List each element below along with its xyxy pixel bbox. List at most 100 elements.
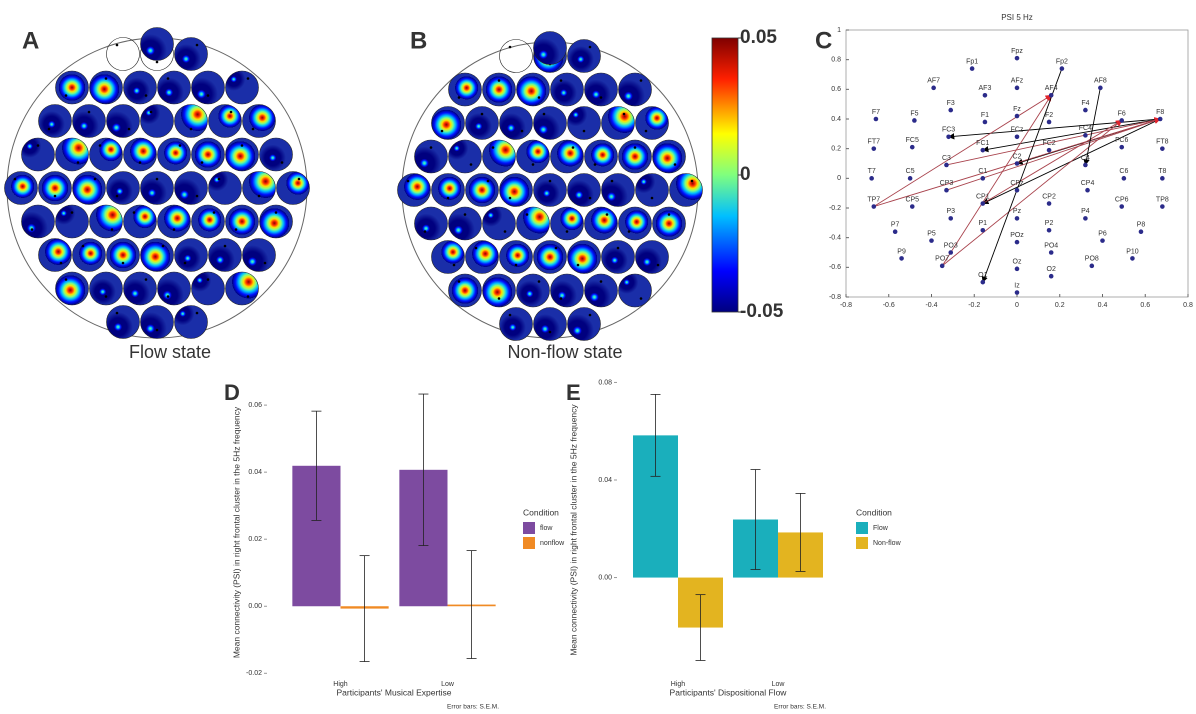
electrode-point — [1015, 267, 1020, 272]
x-tick-label: 0.2 — [1055, 302, 1065, 309]
topo-disk — [56, 138, 89, 171]
topo-disk — [449, 274, 482, 307]
electrode-dot — [82, 245, 85, 248]
topo-disk — [551, 73, 584, 106]
topo-disk — [243, 172, 276, 205]
electrode-label: Fp1 — [966, 58, 978, 65]
electrode-dot — [54, 195, 57, 198]
electrode-label: CP6 — [1115, 196, 1129, 203]
electrode-point — [948, 216, 953, 221]
colorbar — [712, 38, 738, 312]
electrode-dot — [441, 130, 444, 133]
electrode-label: C2 — [1013, 153, 1022, 160]
colorbar-tick-label: 0.05 — [740, 27, 777, 48]
electrode-label: C5 — [906, 168, 915, 175]
topo-disk — [500, 241, 533, 274]
electrode-point — [1100, 238, 1105, 243]
topo-disk — [534, 32, 567, 65]
y-tick-label: 0.04 — [248, 469, 262, 476]
topo-disk — [551, 207, 584, 240]
electrode-label: FC6 — [1115, 137, 1128, 144]
x-tick-label: -0.4 — [925, 302, 937, 309]
legend-swatch — [856, 537, 868, 549]
x-tick-label: 0.4 — [1098, 302, 1108, 309]
topo-disk — [226, 138, 259, 171]
topo-disk — [585, 207, 618, 240]
electrode-dot — [640, 297, 643, 300]
electrode-dot — [623, 113, 626, 116]
electrode-point — [910, 145, 915, 150]
electrode-dot — [167, 77, 170, 80]
connection-arrow — [874, 95, 1051, 206]
electrode-dot — [247, 295, 250, 298]
legend-swatch — [523, 537, 535, 549]
y-tick-label: -0.8 — [829, 294, 841, 301]
electrode-point — [981, 201, 986, 206]
electrode-point — [1122, 176, 1127, 181]
electrode-point — [944, 188, 949, 193]
electrode-dot — [99, 144, 102, 147]
electrode-dot — [526, 213, 529, 216]
electrode-label: CPz — [1010, 180, 1024, 187]
electrode-point — [910, 204, 915, 209]
connection-arrow — [942, 120, 1122, 265]
topo-disk — [107, 38, 140, 71]
topo-disk — [619, 207, 652, 240]
topo-disk — [243, 105, 276, 138]
electrode-point — [869, 176, 874, 181]
electrode-dot — [424, 230, 427, 233]
electrode-dot — [281, 161, 284, 164]
electrode-dot — [492, 146, 495, 149]
panel-label: E — [566, 380, 581, 405]
electrode-dot — [572, 146, 575, 149]
electrode-dot — [600, 96, 603, 99]
legend-swatch — [523, 522, 535, 534]
electrode-dot — [258, 195, 261, 198]
topo-disk — [534, 241, 567, 274]
topo-disk — [192, 138, 225, 171]
electrode-point — [1015, 56, 1020, 61]
topo-disk — [141, 28, 174, 61]
electrode-dot — [111, 228, 114, 231]
electrode-dot — [65, 278, 68, 281]
electrode-dot — [532, 163, 535, 166]
topo-disk — [39, 239, 72, 272]
topo-disk — [141, 306, 174, 339]
topo-disk — [449, 73, 482, 106]
topo-disk — [619, 274, 652, 307]
topo-disk — [124, 205, 157, 238]
electrode-dot — [464, 213, 467, 216]
topo-disk — [534, 107, 567, 140]
topo-disk — [39, 172, 72, 205]
electrode-dot — [589, 46, 592, 49]
electrode-dot — [156, 178, 159, 181]
electrode-dot — [196, 44, 199, 47]
x-tick-label: 0.8 — [1183, 302, 1193, 309]
topo-disk — [73, 105, 106, 138]
topo-disk — [158, 205, 191, 238]
topo-disk — [585, 73, 618, 106]
electrode-dot — [453, 264, 456, 267]
topo-disk — [568, 107, 601, 140]
electrode-point — [948, 250, 953, 255]
topo-disk — [568, 308, 601, 341]
electrode-dot — [430, 146, 433, 149]
connection-arrow — [983, 119, 1160, 150]
electrode-dot — [156, 61, 159, 64]
topo-disk — [653, 140, 686, 173]
electrode-dot — [252, 128, 255, 131]
topo-disk — [141, 239, 174, 272]
electrode-dot — [475, 247, 478, 250]
electrode-label: CP1 — [976, 193, 990, 200]
electrode-label: F2 — [1045, 112, 1053, 119]
electrode-dot — [196, 312, 199, 315]
electrode-dot — [668, 213, 671, 216]
topo-disk — [670, 174, 703, 207]
topo-disk — [158, 71, 191, 104]
electrode-label: F1 — [981, 112, 989, 119]
topo-disk — [568, 40, 601, 73]
topo-disk — [483, 73, 516, 106]
electrode-label: CP4 — [1081, 180, 1095, 187]
electrode-label: P8 — [1137, 222, 1146, 229]
topo-disk — [653, 207, 686, 240]
